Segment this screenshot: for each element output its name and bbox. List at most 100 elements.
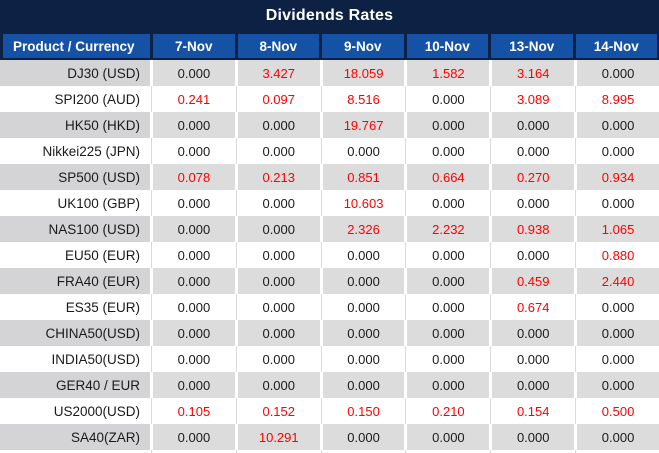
dividend-value-cell: 0.000 [238,294,320,320]
dividend-value-cell: 0.000 [238,190,320,216]
date-column-header: 13-Nov [491,34,573,58]
table-row: GER40 / EUR0.0000.0000.0000.0000.0000.00… [0,372,659,398]
dividend-value-cell: 0.000 [153,346,235,372]
dividend-value-cell: 0.000 [407,372,489,398]
product-cell: HK50 (HKD) [0,112,150,138]
dividend-value-cell: 0.000 [323,138,405,164]
date-column-header: 14-Nov [576,34,658,58]
table-row: SA40(ZAR)0.00010.2910.0000.0000.0000.000 [0,424,659,450]
dividend-value-cell: 0.152 [238,398,320,424]
date-column-header: 7-Nov [153,34,235,58]
dividend-value-cell: 0.000 [323,346,405,372]
dividend-value-cell: 0.000 [577,138,659,164]
table-header-row: Product / Currency 7-Nov 8-Nov 9-Nov 10-… [0,32,659,60]
dividend-value-cell: 0.241 [153,86,235,112]
dividend-value-cell: 0.000 [492,112,574,138]
dividend-value-cell: 0.000 [492,424,574,450]
dividend-value-cell: 0.000 [323,294,405,320]
dividend-value-cell: 0.664 [407,164,489,190]
table-row: SP500 (USD)0.0780.2130.8510.6640.2700.93… [0,164,659,190]
dividend-value-cell: 0.000 [407,320,489,346]
dividend-value-cell: 0.000 [238,216,320,242]
dividend-value-cell: 0.000 [577,424,659,450]
dividend-value-cell: 10.603 [323,190,405,216]
dividend-value-cell: 0.213 [238,164,320,190]
dividend-value-cell: 18.059 [323,60,405,86]
product-cell: DJ30 (USD) [0,60,150,86]
dividend-value-cell: 0.000 [238,346,320,372]
table-body: DJ30 (USD)0.0003.42718.0591.5823.1640.00… [0,60,659,453]
dividend-value-cell: 0.934 [577,164,659,190]
dividend-value-cell: 0.078 [153,164,235,190]
dividend-value-cell: 3.089 [492,86,574,112]
table-row: FRA40 (EUR)0.0000.0000.0000.0000.4592.44… [0,268,659,294]
product-cell: CHINA50(USD) [0,320,150,346]
product-cell: EU50 (EUR) [0,242,150,268]
dividend-value-cell: 0.000 [492,346,574,372]
date-column-header: 8-Nov [238,34,320,58]
dividend-value-cell: 0.000 [153,320,235,346]
dividend-value-cell: 0.880 [577,242,659,268]
dividend-value-cell: 0.000 [577,60,659,86]
dividend-value-cell: 8.995 [577,86,659,112]
product-cell: GER40 / EUR [0,372,150,398]
table-row: HK50 (HKD)0.0000.00019.7670.0000.0000.00… [0,112,659,138]
product-cell: NAS100 (USD) [0,216,150,242]
dividend-value-cell: 8.516 [323,86,405,112]
product-cell: SP500 (USD) [0,164,150,190]
table-row: EU50 (EUR)0.0000.0000.0000.0000.0000.880 [0,242,659,268]
dividend-value-cell: 0.000 [407,346,489,372]
dividend-value-cell: 0.000 [407,268,489,294]
dividend-value-cell: 0.000 [407,190,489,216]
dividend-value-cell: 0.000 [323,424,405,450]
table-row: UK100 (GBP)0.0000.00010.6030.0000.0000.0… [0,190,659,216]
dividend-value-cell: 0.105 [153,398,235,424]
dividend-value-cell: 0.000 [238,320,320,346]
table-row: DJ30 (USD)0.0003.42718.0591.5823.1640.00… [0,60,659,86]
dividend-value-cell: 19.767 [323,112,405,138]
dividend-value-cell: 0.000 [323,320,405,346]
dividend-value-cell: 0.000 [153,268,235,294]
dividend-value-cell: 0.210 [407,398,489,424]
dividend-value-cell: 0.500 [577,398,659,424]
page-title: Dividends Rates [0,0,659,32]
dividend-value-cell: 0.000 [153,112,235,138]
dividend-value-cell: 0.000 [153,424,235,450]
dividend-value-cell: 1.582 [407,60,489,86]
dividend-value-cell: 0.000 [323,242,405,268]
dividend-value-cell: 0.000 [577,346,659,372]
dividend-value-cell: 0.000 [492,320,574,346]
dividend-value-cell: 0.000 [153,294,235,320]
date-column-header: 9-Nov [322,34,404,58]
dividend-value-cell: 2.232 [407,216,489,242]
dividend-value-cell: 0.000 [492,372,574,398]
product-cell: SPI200 (AUD) [0,86,150,112]
dividend-value-cell: 0.000 [407,86,489,112]
product-cell: INDIA50(USD) [0,346,150,372]
dividend-value-cell: 0.000 [492,242,574,268]
dividend-value-cell: 0.000 [153,242,235,268]
dividend-value-cell: 0.154 [492,398,574,424]
dividend-value-cell: 0.000 [407,424,489,450]
product-cell: ES35 (EUR) [0,294,150,320]
dividend-value-cell: 0.000 [153,138,235,164]
table-row: SPI200 (AUD)0.2410.0978.5160.0003.0898.9… [0,86,659,112]
dividends-rates-widget: Dividends Rates Product / Currency 7-Nov… [0,0,659,453]
table-row: ES35 (EUR)0.0000.0000.0000.0000.6740.000 [0,294,659,320]
dividend-value-cell: 0.000 [577,190,659,216]
product-cell: UK100 (GBP) [0,190,150,216]
dividend-value-cell: 0.459 [492,268,574,294]
dividend-value-cell: 0.000 [153,190,235,216]
dividend-value-cell: 10.291 [238,424,320,450]
dividend-value-cell: 0.000 [492,190,574,216]
dividend-value-cell: 0.000 [238,112,320,138]
dividend-value-cell: 0.674 [492,294,574,320]
dividend-value-cell: 0.000 [407,112,489,138]
dividend-value-cell: 1.065 [577,216,659,242]
table-row: CHINA50(USD)0.0000.0000.0000.0000.0000.0… [0,320,659,346]
dividend-value-cell: 0.270 [492,164,574,190]
dividend-value-cell: 0.000 [407,138,489,164]
product-cell: FRA40 (EUR) [0,268,150,294]
table-row: US2000(USD)0.1050.1520.1500.2100.1540.50… [0,398,659,424]
dividend-value-cell: 0.000 [323,268,405,294]
